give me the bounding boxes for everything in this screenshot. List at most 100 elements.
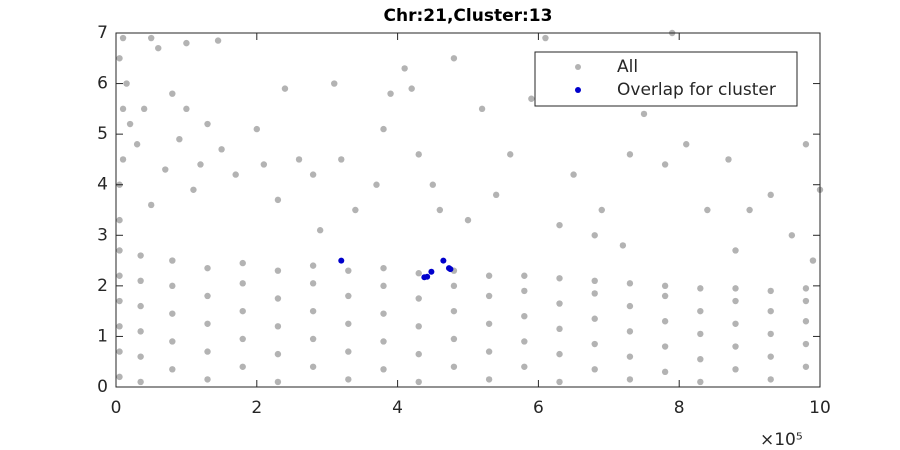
point <box>732 366 739 373</box>
point <box>116 297 123 305</box>
point <box>345 292 352 300</box>
point <box>450 335 458 343</box>
point <box>591 277 598 284</box>
point <box>176 136 183 143</box>
point <box>428 268 435 275</box>
point <box>155 44 162 52</box>
point <box>802 340 810 348</box>
point <box>478 105 486 113</box>
point <box>591 315 598 322</box>
point <box>598 206 605 214</box>
point <box>380 282 387 290</box>
point <box>521 313 528 320</box>
point <box>732 343 739 350</box>
y-tick-label: 7 <box>97 23 108 43</box>
point <box>133 141 141 148</box>
x-tick-label: 8 <box>674 398 685 418</box>
point <box>661 318 669 325</box>
point <box>802 363 810 370</box>
legend-marker <box>575 64 581 70</box>
point <box>809 257 817 264</box>
point <box>570 171 577 178</box>
point <box>204 376 211 383</box>
point <box>507 151 514 158</box>
point <box>591 232 598 239</box>
point <box>626 280 634 287</box>
point <box>183 39 190 47</box>
point <box>436 206 444 214</box>
point <box>169 257 176 264</box>
point <box>274 378 282 386</box>
point <box>204 264 211 272</box>
point <box>116 272 123 279</box>
point <box>274 196 282 204</box>
point <box>732 247 739 254</box>
point <box>485 292 493 300</box>
point <box>352 206 359 214</box>
point <box>253 125 260 133</box>
point <box>309 262 317 269</box>
point <box>239 259 246 267</box>
point <box>119 105 127 113</box>
point <box>704 206 711 214</box>
point <box>214 37 222 44</box>
point <box>626 151 634 158</box>
point <box>732 297 739 305</box>
point <box>429 181 436 188</box>
point <box>415 270 422 277</box>
point <box>408 85 415 92</box>
point <box>309 363 317 370</box>
point <box>415 323 422 330</box>
point <box>380 264 387 272</box>
point <box>137 252 144 259</box>
point <box>556 350 563 358</box>
point <box>116 216 123 224</box>
point <box>767 330 774 338</box>
point <box>556 300 563 307</box>
point <box>626 353 634 360</box>
point <box>697 307 704 315</box>
y-tick-label: 0 <box>97 377 108 397</box>
point <box>345 376 352 383</box>
point <box>345 320 352 327</box>
point <box>521 272 528 279</box>
point <box>661 368 669 376</box>
legend-marker <box>575 87 581 93</box>
point <box>316 227 324 234</box>
point <box>116 247 123 254</box>
point <box>683 141 690 148</box>
x-tick-label: 2 <box>251 398 262 418</box>
point <box>485 272 493 279</box>
point <box>725 156 732 163</box>
point <box>732 320 739 327</box>
point <box>148 34 155 42</box>
point <box>450 307 458 315</box>
y-tick-label: 5 <box>97 124 108 144</box>
y-tick-label: 1 <box>97 326 108 346</box>
point <box>415 350 422 358</box>
point <box>661 343 669 350</box>
x-tick-label: 10 <box>809 398 831 418</box>
point <box>239 335 246 343</box>
point <box>274 295 282 302</box>
point <box>697 285 704 292</box>
point <box>309 335 317 343</box>
point <box>440 257 447 264</box>
point <box>169 338 176 345</box>
point <box>274 350 282 358</box>
point <box>197 161 204 168</box>
point <box>767 376 774 383</box>
point <box>338 257 345 264</box>
point <box>401 65 408 72</box>
point <box>661 292 669 300</box>
point <box>204 120 211 128</box>
y-tick-label: 4 <box>97 175 108 195</box>
point <box>464 216 472 224</box>
point <box>591 290 598 297</box>
point <box>626 376 634 383</box>
point <box>331 80 338 87</box>
point <box>380 366 387 373</box>
point <box>345 267 352 274</box>
point <box>169 282 176 290</box>
